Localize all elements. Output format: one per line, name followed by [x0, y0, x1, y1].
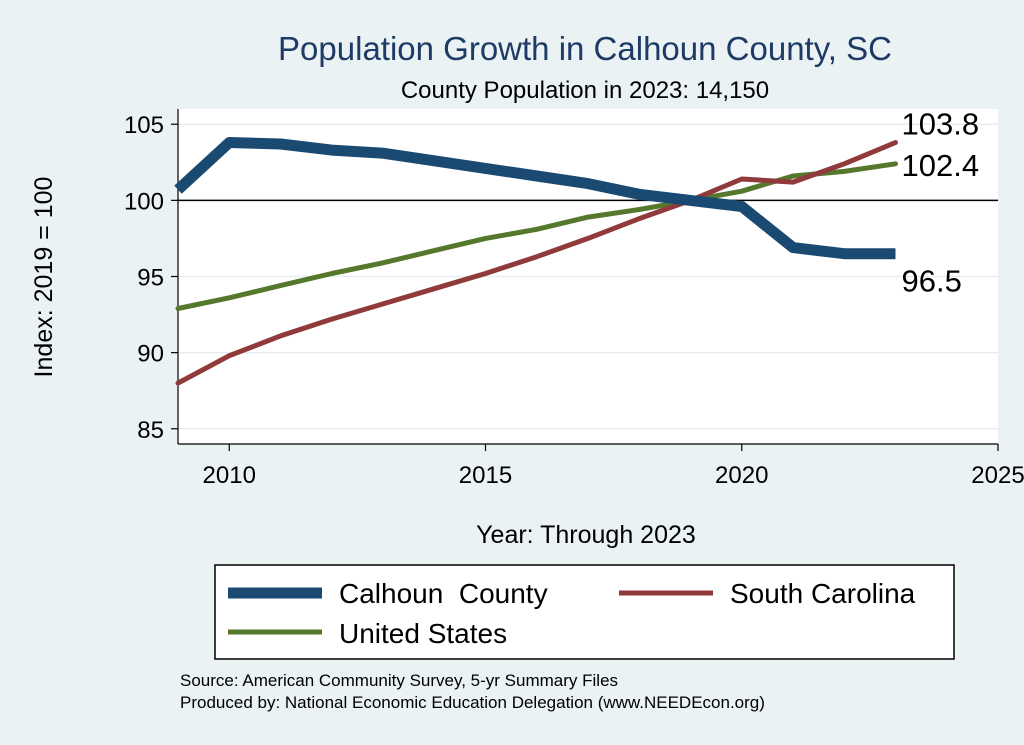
y-tick-label-85: 85 — [137, 417, 164, 444]
y-tick-label-100: 100 — [124, 188, 164, 215]
end-labels: 96.5 103.8 102.4 — [902, 107, 980, 299]
series-line-calhoun-county — [174, 137, 896, 260]
x-tick-label-2010: 2010 — [203, 462, 256, 489]
source-note: Source: American Community Survey, 5-yr … — [180, 671, 618, 690]
y-tick-label-90: 90 — [137, 341, 164, 368]
x-axis-label: Year: Through 2023 — [476, 521, 696, 549]
x-tick-label-2025: 2025 — [971, 462, 1024, 489]
end-label-calhoun-county: 96.5 — [902, 264, 962, 299]
end-label-south-carolina: 103.8 — [902, 107, 980, 142]
y-tick-label-105: 105 — [124, 112, 164, 139]
legend: Calhoun County South Carolina United Sta… — [214, 564, 955, 660]
series-line-south-carolina — [175, 140, 898, 386]
y-axis-ticks: 85 90 95 100 105 — [124, 112, 178, 444]
chart-subtitle: County Population in 2023: 14,150 — [401, 77, 769, 104]
y-tick-label-95: 95 — [137, 265, 164, 292]
legend-label-south-carolina: South Carolina — [730, 578, 916, 609]
series-lines — [174, 137, 898, 386]
legend-box — [214, 564, 955, 660]
x-tick-label-2020: 2020 — [715, 462, 768, 489]
legend-label-united-states: United States — [339, 618, 507, 649]
chart-title: Population Growth in Calhoun County, SC — [278, 30, 892, 67]
end-label-united-states: 102.4 — [902, 148, 980, 183]
x-axis-ticks: 2010 2015 2020 2025 — [203, 444, 1024, 489]
producer-note: Produced by: National Economic Education… — [180, 693, 765, 712]
y-axis-label: Index: 2019 = 100 — [30, 177, 58, 378]
legend-label-calhoun: Calhoun County — [339, 578, 548, 609]
x-tick-label-2015: 2015 — [459, 462, 512, 489]
